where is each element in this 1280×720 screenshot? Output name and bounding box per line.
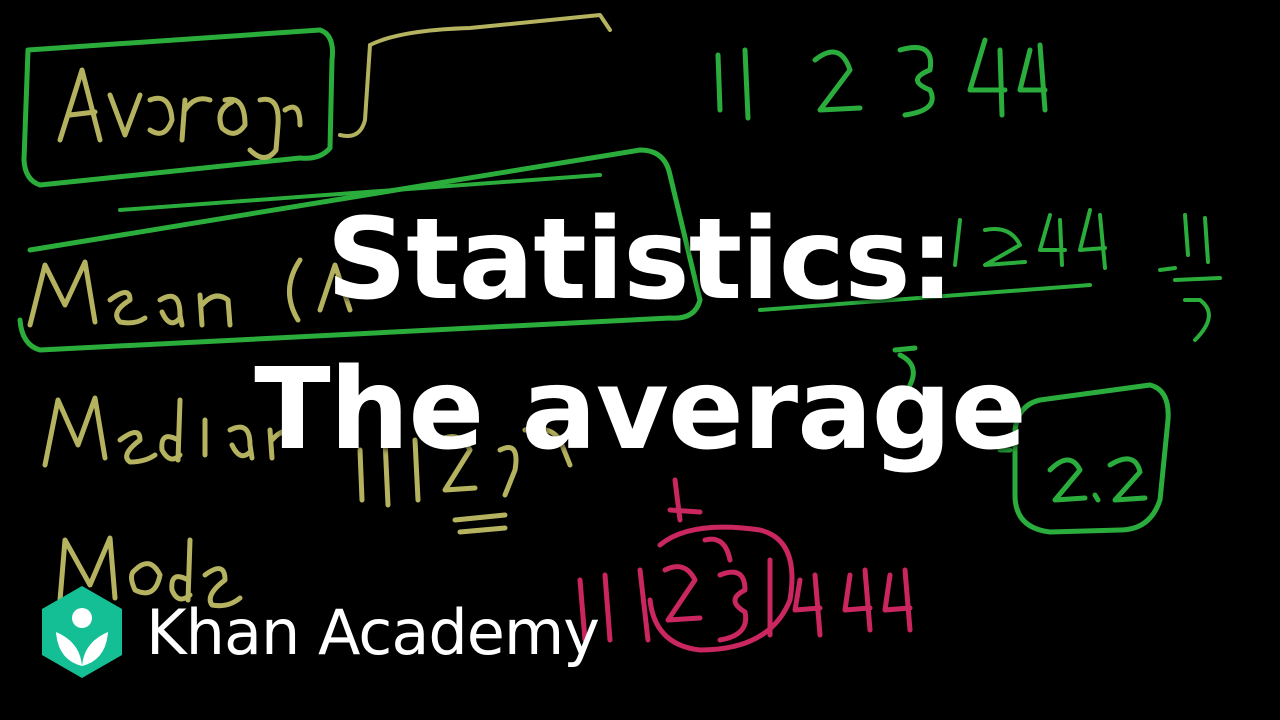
chalk-word-median [42,395,301,468]
khan-academy-wordmark: Khan Academy [146,595,600,669]
chalk-word-mean [27,257,353,328]
chalk-word-mode [57,535,243,609]
khan-academy-logo-icon [42,586,122,678]
video-title-line-2: The average [254,345,1027,475]
chalk-circle-result [892,345,1171,535]
chalk-box-average [21,27,335,188]
video-title: Statistics: The average [0,185,1280,485]
chalk-underline-mean [118,173,1092,312]
chalk-word-average [57,67,303,160]
chalk-numbers-mean [953,208,1222,342]
chalk-connector [338,13,612,138]
chalk-numbers-median [357,426,573,535]
chalk-numbers-mode [577,477,913,653]
video-title-line-1: Statistics: [326,195,954,325]
khan-academy-branding: Khan Academy [40,584,600,680]
chalk-numbers-top [715,37,1048,121]
chalk-box-mean [17,147,703,353]
